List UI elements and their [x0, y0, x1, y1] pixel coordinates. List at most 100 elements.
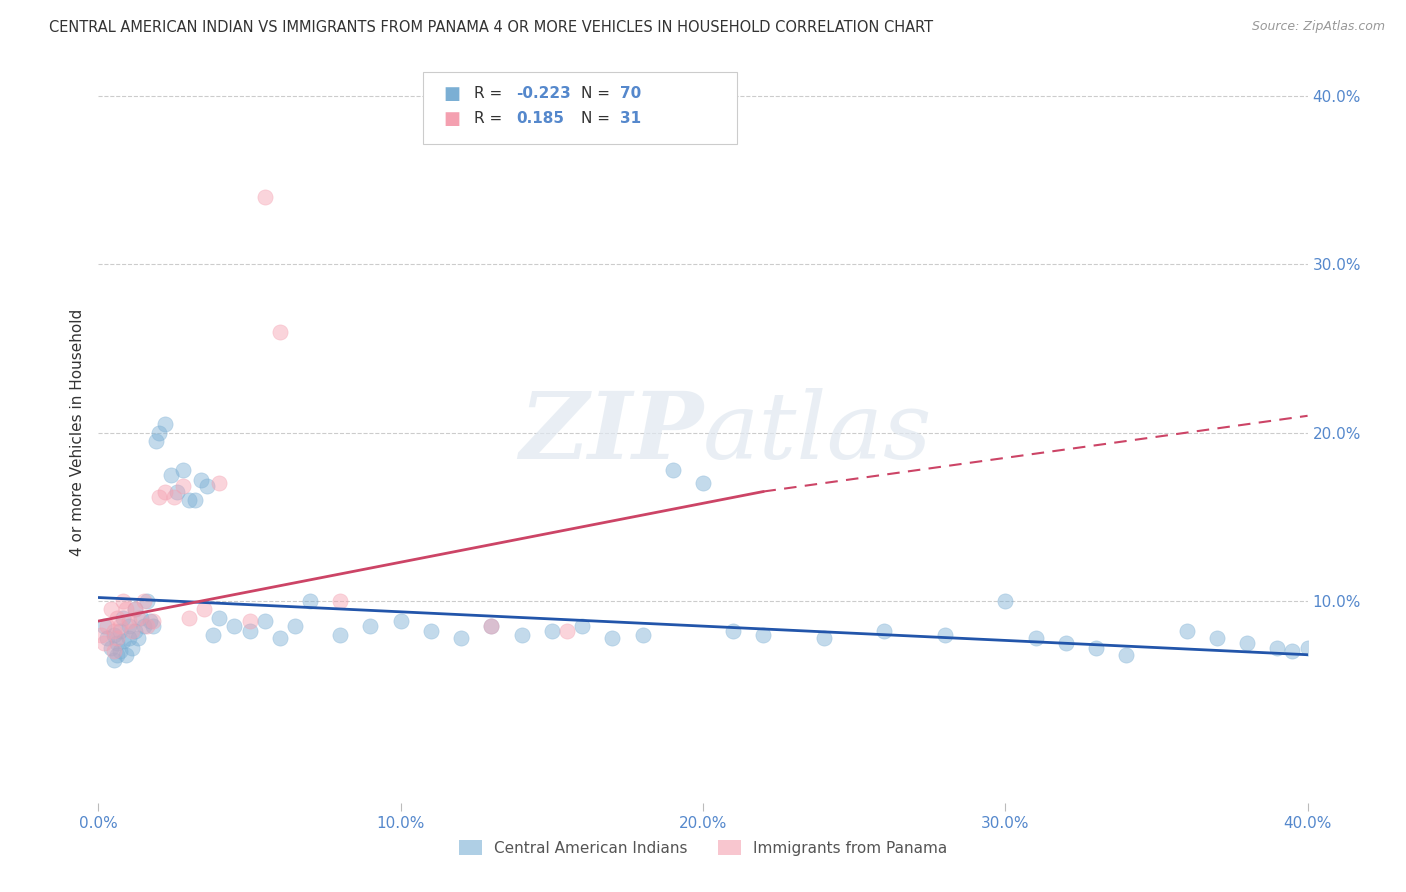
Point [481, 619, 503, 633]
Point [481, 619, 503, 633]
Point [752, 627, 775, 641]
Point [253, 190, 276, 204]
Point [994, 594, 1017, 608]
Point [813, 631, 835, 645]
Point [153, 417, 176, 432]
Point [127, 610, 149, 624]
Point [103, 627, 125, 641]
Point [127, 631, 149, 645]
Point [100, 602, 122, 616]
Point [253, 614, 276, 628]
Point [692, 476, 714, 491]
Point [111, 610, 134, 624]
Point [105, 610, 128, 624]
Point [105, 631, 128, 645]
Point [179, 492, 201, 507]
Point [111, 594, 134, 608]
Point [124, 624, 146, 639]
Point [148, 490, 170, 504]
Point [118, 619, 141, 633]
Point [208, 476, 231, 491]
Point [108, 624, 131, 639]
Text: ■: ■ [443, 110, 460, 128]
Text: 31: 31 [620, 112, 641, 126]
Text: atlas: atlas [703, 388, 932, 477]
Text: ZIP: ZIP [519, 388, 703, 477]
Point [571, 619, 593, 633]
Text: R =: R = [474, 112, 512, 126]
Point [166, 484, 188, 499]
Point [132, 594, 155, 608]
Point [124, 602, 146, 616]
Point [172, 462, 194, 476]
Point [142, 614, 165, 628]
Point [100, 640, 122, 655]
Point [239, 614, 262, 628]
Point [269, 631, 291, 645]
Point [1236, 636, 1258, 650]
Text: N =: N = [581, 112, 614, 126]
Point [163, 490, 186, 504]
Point [142, 619, 165, 633]
Point [153, 484, 176, 499]
Text: -0.223: -0.223 [516, 87, 571, 101]
Point [631, 627, 654, 641]
Point [299, 594, 322, 608]
Point [184, 492, 207, 507]
Point [1267, 640, 1289, 655]
Text: N =: N = [581, 87, 614, 101]
Y-axis label: 4 or more Vehicles in Household: 4 or more Vehicles in Household [70, 309, 86, 557]
Point [1085, 640, 1108, 655]
Point [389, 614, 412, 628]
Point [540, 624, 562, 639]
Point [129, 610, 152, 624]
Point [190, 473, 212, 487]
Text: 70: 70 [620, 87, 641, 101]
Point [934, 627, 956, 641]
Point [121, 640, 143, 655]
Point [1175, 624, 1198, 639]
Point [1054, 636, 1077, 650]
Point [195, 479, 218, 493]
Point [179, 610, 201, 624]
Point [284, 619, 307, 633]
Point [118, 614, 141, 628]
Point [103, 624, 125, 639]
Point [132, 619, 155, 633]
Point [105, 648, 128, 662]
Point [105, 636, 128, 650]
Text: CENTRAL AMERICAN INDIAN VS IMMIGRANTS FROM PANAMA 4 OR MORE VEHICLES IN HOUSEHOL: CENTRAL AMERICAN INDIAN VS IMMIGRANTS FR… [49, 20, 934, 35]
Point [1024, 631, 1046, 645]
Legend: Central American Indians, Immigrants from Panama: Central American Indians, Immigrants fro… [453, 834, 953, 862]
Point [1296, 640, 1319, 655]
Point [96, 631, 118, 645]
Point [360, 619, 382, 633]
Point [93, 619, 115, 633]
Point [172, 479, 194, 493]
Point [90, 627, 112, 641]
Point [96, 619, 118, 633]
Point [239, 624, 262, 639]
Point [510, 627, 533, 641]
Point [93, 636, 115, 650]
Point [1115, 648, 1137, 662]
Point [1206, 631, 1229, 645]
Point [103, 653, 125, 667]
Text: R =: R = [474, 87, 508, 101]
Point [108, 644, 131, 658]
Point [661, 462, 683, 476]
Point [145, 434, 167, 448]
Point [555, 624, 578, 639]
Point [1281, 644, 1303, 658]
Point [135, 594, 157, 608]
Point [202, 627, 225, 641]
Point [124, 602, 146, 616]
Point [208, 610, 231, 624]
Point [114, 602, 136, 616]
Point [135, 619, 157, 633]
Point [111, 634, 134, 648]
Point [160, 467, 183, 482]
Point [224, 619, 246, 633]
Point [420, 624, 443, 639]
Point [193, 602, 215, 616]
